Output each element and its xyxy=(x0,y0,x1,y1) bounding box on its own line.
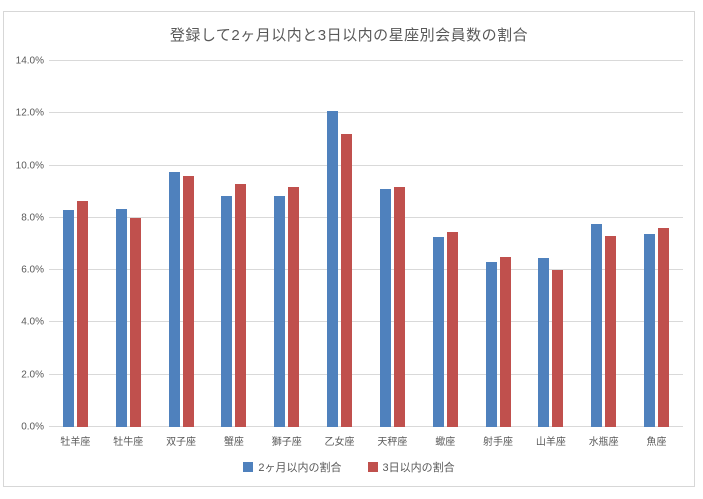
y-axis-tick-labels: 0.0% 2.0% 4.0% 6.0% 8.0% 10.0% 12.0% 14.0% xyxy=(4,56,44,433)
bar-group-7 xyxy=(419,61,472,427)
y-tick-label-14.0%: 14.0% xyxy=(15,55,44,67)
bar-series0-cat6 xyxy=(379,189,391,427)
gridline-2.0% xyxy=(49,373,683,375)
x-category-label-9: 山羊座 xyxy=(535,437,566,448)
bar-series1-cat0 xyxy=(76,200,88,427)
y-tick-label-0.0%: 0.0% xyxy=(21,421,44,433)
bar-group-5 xyxy=(313,61,366,427)
bar-group-0 xyxy=(49,61,102,427)
bar-series0-cat7 xyxy=(432,237,444,427)
bar-series1-cat5 xyxy=(341,134,353,427)
bar-groups xyxy=(49,61,683,427)
legend-swatch-icon xyxy=(367,462,378,472)
bar-series0-cat5 xyxy=(327,110,339,427)
gridline-8.0% xyxy=(49,216,683,218)
chart-title: 登録して2ヶ月以内と3日以内の星座別会員数の割合 xyxy=(169,27,529,44)
x-category-label-11: 魚座 xyxy=(646,437,667,448)
bar-series1-cat2 xyxy=(182,176,194,427)
x-category-label-3: 蟹座 xyxy=(223,437,244,448)
bar-group-1 xyxy=(102,61,155,427)
bar-series1-cat1 xyxy=(129,217,141,427)
x-category-label-10: 水瓶座 xyxy=(588,437,619,448)
x-category-label-5: 乙女座 xyxy=(324,437,355,448)
bar-series0-cat1 xyxy=(115,208,127,427)
bar-group-10 xyxy=(577,61,630,427)
bar-series1-cat7 xyxy=(446,232,458,427)
chart-legend: 2ヶ月以内の割合 3日以内の割合 xyxy=(4,459,694,475)
chart-frame: 登録して2ヶ月以内と3日以内の星座別会員数の割合 0.0% 2.0% 4.0% 6.0… xyxy=(3,11,695,487)
x-category-label-4: 獅子座 xyxy=(271,437,302,448)
bar-group-11 xyxy=(630,61,683,427)
bar-series0-cat0 xyxy=(62,210,74,427)
bar-series1-cat11 xyxy=(658,228,670,427)
bar-group-8 xyxy=(472,61,525,427)
gridline-14.0% xyxy=(49,60,683,61)
x-category-label-8: 射手座 xyxy=(483,437,514,448)
bar-series0-cat3 xyxy=(221,195,233,427)
bar-series1-cat10 xyxy=(605,236,617,427)
x-category-label-6: 天秤座 xyxy=(377,437,408,448)
bar-group-9 xyxy=(524,61,577,427)
gridline-6.0% xyxy=(49,269,683,271)
bar-series1-cat8 xyxy=(499,257,511,427)
plot-area xyxy=(49,60,683,427)
legend-item-series1: 3日以内の割合 xyxy=(367,459,455,475)
x-category-label-1: 牡牛座 xyxy=(113,437,144,448)
bar-series0-cat10 xyxy=(591,224,603,427)
y-tick-label-2.0%: 2.0% xyxy=(21,369,44,381)
legend-label: 3日以内の割合 xyxy=(382,462,455,474)
bar-series0-cat4 xyxy=(274,195,286,427)
legend-item-series0: 2ヶ月以内の割合 xyxy=(243,459,342,475)
y-tick-label-10.0%: 10.0% xyxy=(15,160,44,172)
gridline-4.0% xyxy=(49,321,683,323)
bar-series0-cat9 xyxy=(538,258,550,427)
bar-group-2 xyxy=(155,61,208,427)
x-category-label-0: 牡羊座 xyxy=(60,437,91,448)
gridline-10.0% xyxy=(49,164,683,166)
y-tick-label-6.0%: 6.0% xyxy=(21,264,44,276)
bar-series0-cat8 xyxy=(485,262,497,427)
bar-series1-cat3 xyxy=(235,183,247,427)
bar-series0-cat11 xyxy=(644,233,656,427)
legend-swatch-icon xyxy=(243,462,254,472)
x-category-label-2: 双子座 xyxy=(166,437,197,448)
bar-series1-cat4 xyxy=(288,186,300,427)
bar-series0-cat2 xyxy=(168,172,180,427)
bar-series1-cat9 xyxy=(552,270,564,427)
legend-label: 2ヶ月以内の割合 xyxy=(258,462,342,474)
x-axis-category-labels: 牡羊座 牡牛座 双子座 蟹座 獅子座 乙女座 天秤座 蠍座 射手座 山羊座 水瓶座 魚座 xyxy=(49,433,683,448)
bar-group-4 xyxy=(260,61,313,427)
bar-group-6 xyxy=(366,61,419,427)
gridline-0.0% xyxy=(49,426,683,427)
bar-group-3 xyxy=(207,61,260,427)
gridline-12.0% xyxy=(49,112,683,114)
bar-series1-cat6 xyxy=(393,186,405,427)
x-category-label-7: 蠍座 xyxy=(435,437,456,448)
y-tick-label-12.0%: 12.0% xyxy=(15,107,44,119)
y-tick-label-8.0%: 8.0% xyxy=(21,212,44,224)
y-tick-label-4.0%: 4.0% xyxy=(21,316,44,328)
